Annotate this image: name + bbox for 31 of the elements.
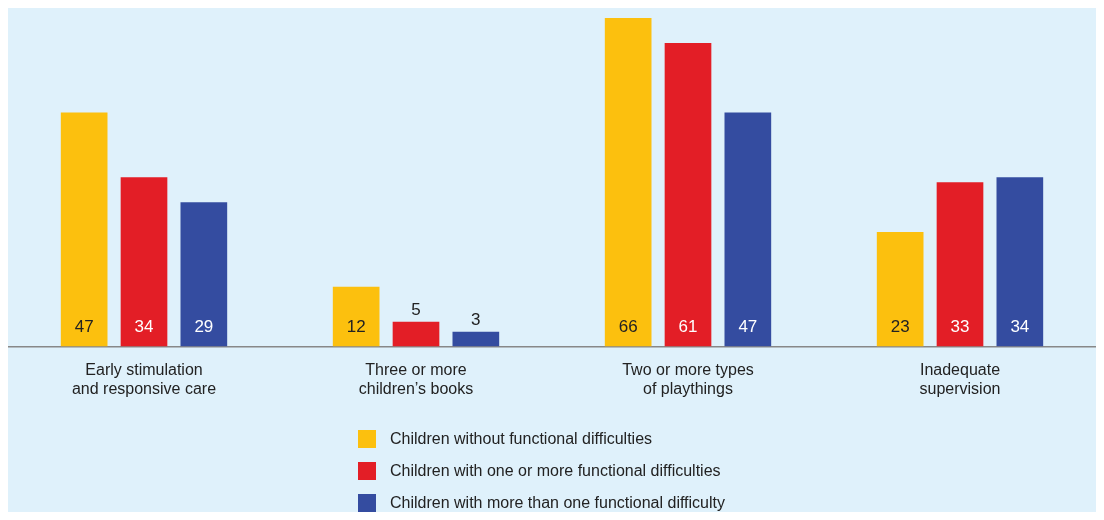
bar bbox=[180, 202, 228, 347]
data-label: 66 bbox=[618, 317, 638, 337]
legend-label: Children with one or more functional difficulties bbox=[390, 462, 721, 480]
data-label: 34 bbox=[134, 317, 154, 337]
bar bbox=[120, 177, 168, 347]
data-label: 5 bbox=[411, 299, 421, 319]
legend-label: Children with more than one functional difficulty bbox=[390, 494, 725, 512]
bar bbox=[876, 232, 924, 347]
bar bbox=[604, 18, 652, 347]
bar bbox=[60, 112, 108, 347]
data-label: 47 bbox=[74, 317, 94, 337]
x-tick-label: Early stimulation and responsive care bbox=[71, 360, 217, 397]
data-label: 3 bbox=[471, 309, 481, 329]
data-label: 47 bbox=[738, 317, 758, 337]
data-label: 29 bbox=[194, 317, 214, 337]
legend-label: Children without functional difficulties bbox=[390, 430, 653, 448]
data-label: 61 bbox=[678, 317, 698, 337]
bar bbox=[664, 42, 712, 347]
bar bbox=[936, 182, 984, 347]
data-label: 12 bbox=[346, 317, 366, 337]
bar bbox=[392, 321, 440, 347]
bar bbox=[996, 177, 1044, 347]
x-tick-label: Inadequate supervision bbox=[919, 360, 1001, 397]
data-label: 33 bbox=[950, 317, 970, 337]
bar bbox=[724, 112, 772, 347]
data-label: 34 bbox=[1010, 317, 1030, 337]
x-tick-label: Three or more children’s books bbox=[358, 360, 474, 397]
x-tick-label: Two or more types of playthings bbox=[622, 360, 754, 397]
bar bbox=[332, 286, 380, 347]
data-label: 23 bbox=[890, 317, 910, 337]
bar bbox=[452, 331, 500, 347]
